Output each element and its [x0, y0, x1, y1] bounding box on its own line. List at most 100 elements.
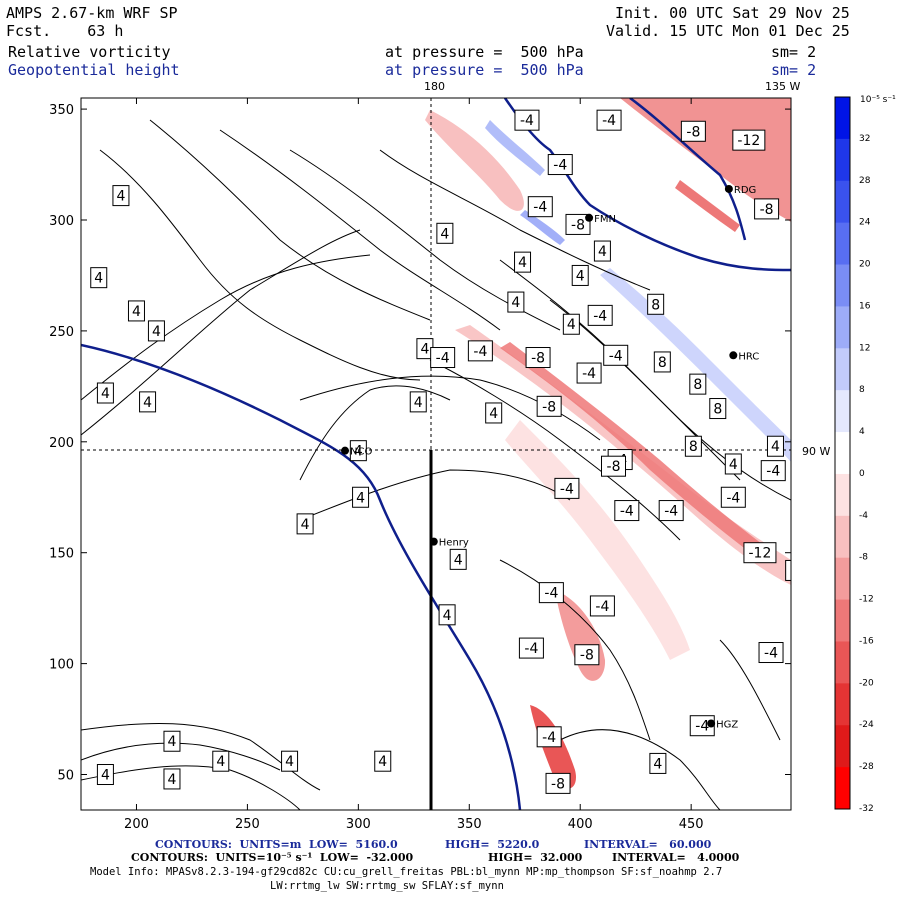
station-label-2: RDG [734, 185, 756, 196]
contour-label-box-19 [296, 513, 314, 535]
contour-label-box-50 [680, 120, 706, 142]
contour-label-box-22 [163, 730, 181, 752]
contour-label-box-14 [593, 240, 611, 262]
contour-label-box-35 [576, 362, 602, 384]
contour-label-box-6 [409, 391, 427, 413]
contour-label-48: -4 [467, 340, 493, 362]
contour-label-text-12: 4 [567, 317, 576, 333]
contour-label-box-61 [647, 293, 665, 315]
colorbar-label-3: 20 [859, 260, 871, 270]
vorticity-contours [81, 119, 791, 810]
y-tick-label-0: 50 [57, 769, 74, 784]
lon-label-right: 90 W [802, 445, 830, 458]
colorbar-swatch-6 [835, 348, 850, 391]
contour-label-box-9 [436, 222, 454, 244]
station-dot-0 [341, 446, 350, 455]
contour-label-box-39 [658, 500, 684, 522]
contour-label-box-58 [545, 772, 571, 794]
contour-label-56: -8 [785, 559, 791, 581]
field1-level: at pressure = 500 hPa [385, 43, 584, 61]
station-label-0: NCO [350, 447, 372, 458]
contour-label-box-38 [614, 500, 640, 522]
contour-label-text-49: -4 [436, 351, 450, 367]
contour-label-box-65 [684, 435, 702, 457]
contour-label-box-15 [724, 453, 742, 475]
contour-label-35: -4 [576, 362, 602, 384]
contour-label-box-40 [720, 486, 746, 508]
lon-label-top-1: 180 [424, 80, 445, 93]
neg-vorticity-band-6 [620, 98, 791, 222]
contour-label-box-44 [518, 637, 544, 659]
colorbar-label-0: 32 [859, 134, 870, 144]
contour-label-box-59 [732, 129, 766, 151]
colorbar-swatch-0 [835, 97, 850, 140]
colorbar-label-13: -20 [859, 678, 874, 688]
contour-label-box-5 [139, 391, 157, 413]
contour-label-28: 4 [649, 752, 667, 774]
colorbar-swatch-14 [835, 683, 850, 726]
contour-label-text-42: -4 [544, 586, 558, 602]
pos-vorticity-band-1 [600, 268, 791, 462]
contour-label-text-23: 4 [216, 754, 225, 770]
colorbar-swatch-7 [835, 390, 850, 433]
contour-label-box-11 [507, 291, 525, 313]
colorbar-label-11: -12 [859, 595, 874, 605]
contour-label-box-49 [430, 347, 456, 369]
contour-label-text-14: 4 [598, 244, 607, 260]
y-tick-label-3: 200 [49, 436, 74, 451]
contour-label-8: 4 [416, 338, 434, 360]
colorbar-swatch-4 [835, 264, 850, 307]
contour-label-6: 4 [409, 391, 427, 413]
colorbar-label-9: -4 [859, 511, 868, 521]
contour-label-box-43 [589, 595, 615, 617]
colorbar-swatch-1 [835, 138, 850, 182]
contour-label-15: 4 [724, 453, 742, 475]
contour-label-58: -8 [545, 772, 571, 794]
y-tick-label-4: 250 [49, 325, 74, 340]
contour-label-text-8: 4 [420, 342, 429, 358]
station-label-4: HGZ [716, 719, 738, 730]
plot-frame [80, 97, 792, 811]
contour-label-34: -4 [603, 344, 629, 366]
contour-label-text-6: 4 [414, 395, 423, 411]
contour-label-16: 4 [766, 435, 784, 457]
footer-model-info-2: LW:rrtmg_lw SW:rrtmg_sw SFLAY:sf_mynn [270, 880, 504, 892]
footer-height-high: HIGH= 5220.0 [445, 838, 540, 851]
contour-label-60: -12 [743, 542, 777, 564]
contour-label-59: -12 [732, 129, 766, 151]
contour-label-text-15: 4 [729, 457, 738, 473]
geopotential-height-contours [81, 98, 791, 810]
contour-label-64: 8 [709, 398, 727, 420]
init-time: Init. 00 UTC Sat 29 Nov 25 [615, 4, 850, 22]
colorbar-swatch-16 [835, 767, 850, 810]
contour-label-text-46: -4 [542, 730, 556, 746]
contour-label-text-58: -8 [551, 776, 565, 792]
field1-name: Relative vorticity [8, 43, 171, 61]
contour-label-text-35: -4 [582, 366, 596, 382]
contour-label-4: 4 [96, 382, 114, 404]
station-dot-4 [707, 719, 716, 728]
contour-label-7: 4 [485, 402, 503, 424]
colorbar: 32 28 24 20 16 12 8 4 0 -4 -8 -12 -16 -20 -24 -28 -32 [834, 96, 874, 814]
contour-label-box-48 [467, 340, 493, 362]
contour-label-box-57 [574, 644, 600, 666]
contour-label-23: 4 [212, 750, 230, 772]
contour-label-text-38: -4 [620, 504, 634, 520]
contour-label-text-28: 4 [653, 756, 662, 772]
contour-label-text-43: -4 [595, 599, 609, 615]
contour-label-box-12 [562, 313, 580, 335]
footer-height-contours: CONTOURS: UNITS=m LOW= 5160.0 [155, 838, 398, 851]
contour-label-box-42 [538, 582, 564, 604]
contour-label-box-52 [565, 213, 591, 235]
contour-label-text-57: -8 [580, 648, 594, 664]
contour-label-12: 4 [562, 313, 580, 335]
colorbar-swatch-12 [835, 599, 850, 642]
neg-vorticity-band-8 [675, 180, 740, 232]
contour-label-17: 4 [349, 440, 367, 462]
x-tick-label-0: 200 [124, 817, 149, 832]
contour-label-13: 4 [571, 264, 589, 286]
colorbar-label-8: 0 [859, 469, 865, 479]
pos-vorticity-band-2 [485, 120, 545, 176]
contour-label-box-54 [536, 395, 562, 417]
